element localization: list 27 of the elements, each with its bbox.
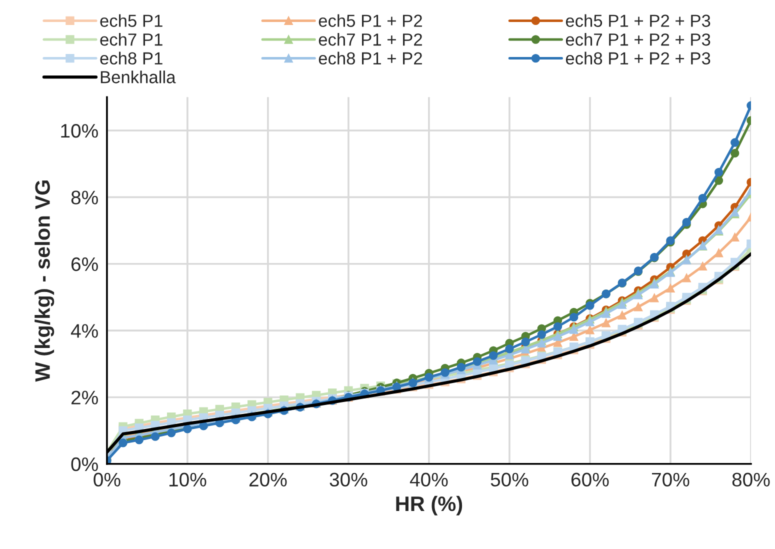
y-tick-label: 4% — [70, 324, 98, 338]
x-tick-label: 0% — [94, 472, 120, 487]
y-tick-label: 10% — [61, 124, 98, 138]
y-tick-label: 8% — [71, 190, 98, 204]
legend-label: ech5 P1 — [100, 14, 162, 27]
x-axis-title: HR (%) — [396, 496, 462, 516]
legend-label: ech7 P1 + P2 — [318, 32, 422, 46]
y-axis-title: W (kg/kg) - selon VG — [34, 180, 54, 382]
legend-label: ech8 P1 + P2 + P3 — [566, 52, 710, 65]
x-tick-label: 60% — [572, 472, 609, 487]
x-tick-label: 50% — [490, 472, 528, 487]
legend-label: ech5 P1 + P2 + P3 — [566, 14, 710, 27]
y-tick-label: 2% — [71, 390, 98, 404]
x-tick-label: 10% — [169, 472, 206, 487]
legend-label: ech8 P1 + P2 — [318, 52, 422, 65]
legend-label: Benkhalla — [100, 70, 176, 84]
y-tick-label: 6% — [72, 257, 98, 272]
x-tick-label: 40% — [410, 472, 448, 487]
y-tick-label: 0% — [71, 457, 98, 472]
x-tick-label: 80% — [732, 472, 770, 487]
x-tick-label: 30% — [330, 472, 368, 487]
legend-label: ech7 P1 — [100, 32, 162, 46]
legend-label: ech7 P1 + P2 + P3 — [566, 32, 710, 46]
legend-label: ech8 P1 — [100, 52, 162, 65]
legend-label: ech5 P1 + P2 — [318, 14, 422, 27]
x-tick-label: 70% — [652, 472, 690, 487]
x-tick-label: 20% — [249, 472, 287, 487]
